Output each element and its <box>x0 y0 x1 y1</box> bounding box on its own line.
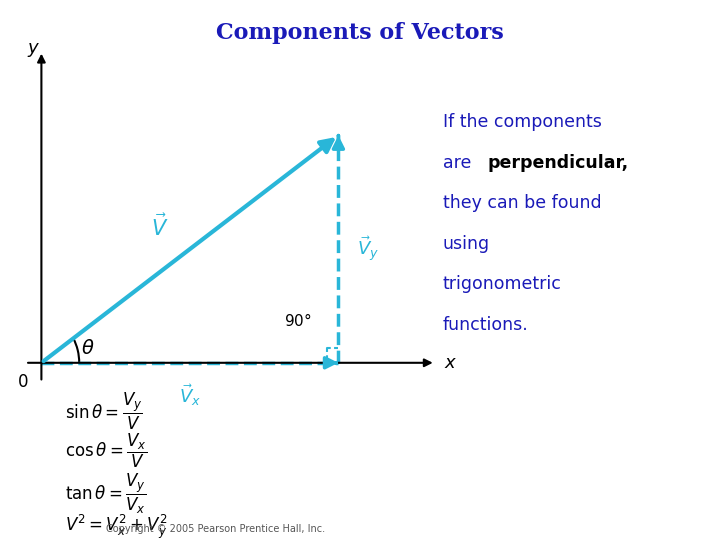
Text: If the components: If the components <box>443 113 602 131</box>
Text: $V^2 = V_x^2 + V_y^2$: $V^2 = V_x^2 + V_y^2$ <box>65 512 167 540</box>
Text: perpendicular,: perpendicular, <box>487 154 629 172</box>
Text: functions.: functions. <box>443 316 528 334</box>
Text: Copyright © 2005 Pearson Prentice Hall, Inc.: Copyright © 2005 Pearson Prentice Hall, … <box>107 523 325 534</box>
Text: using: using <box>443 235 490 253</box>
Text: are: are <box>443 154 477 172</box>
Text: $\cos\theta = \dfrac{V_x}{V}$: $\cos\theta = \dfrac{V_x}{V}$ <box>65 431 147 470</box>
Text: $y$: $y$ <box>27 41 40 59</box>
Text: $\vec{V}$: $\vec{V}$ <box>151 213 169 240</box>
Text: $\theta$: $\theta$ <box>81 339 94 358</box>
Text: 0: 0 <box>17 373 28 390</box>
Text: trigonometric: trigonometric <box>443 275 562 293</box>
Text: $\vec{V}_y$: $\vec{V}_y$ <box>357 234 379 264</box>
Text: $\vec{V}_x$: $\vec{V}_x$ <box>179 382 201 408</box>
Text: $\tan\theta = \dfrac{V_y}{V_x}$: $\tan\theta = \dfrac{V_y}{V_x}$ <box>65 472 145 516</box>
Text: they can be found: they can be found <box>443 194 601 212</box>
Text: $90°$: $90°$ <box>284 312 312 329</box>
Text: Components of Vectors: Components of Vectors <box>216 22 504 44</box>
Text: $\sin\theta = \dfrac{V_y}{V}$: $\sin\theta = \dfrac{V_y}{V}$ <box>65 391 143 432</box>
Text: $x$: $x$ <box>444 354 457 372</box>
